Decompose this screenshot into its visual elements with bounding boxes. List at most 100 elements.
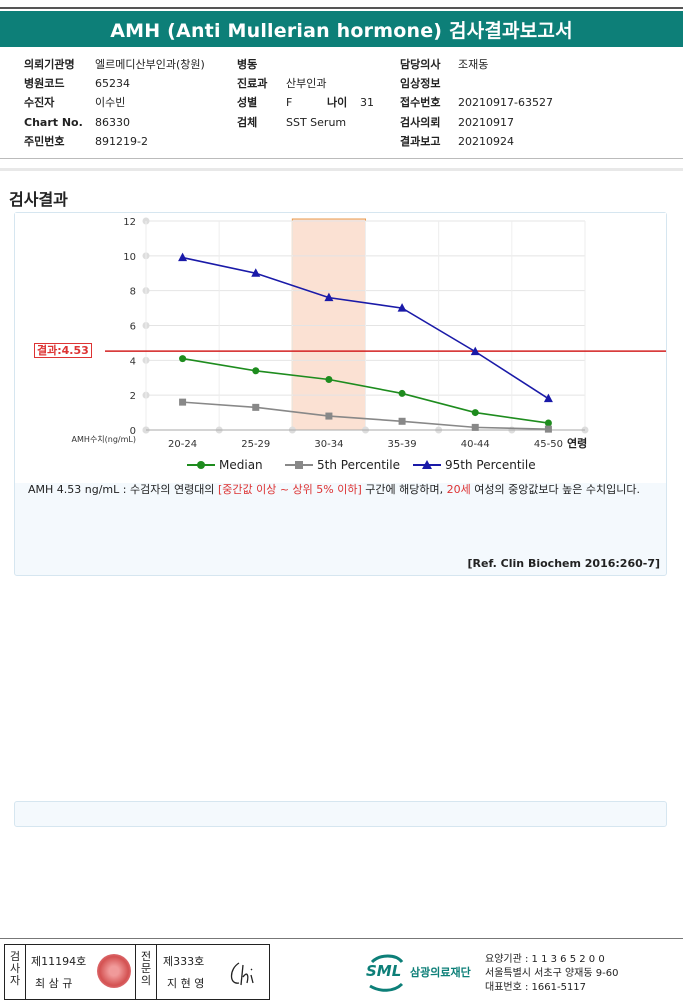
field-value: 20210924: [458, 135, 514, 148]
field-value: 891219-2: [95, 135, 148, 148]
data-point: [397, 303, 407, 312]
x-tick-label: 20-24: [168, 439, 197, 450]
field-value: 엘르메디산부인과(창원): [95, 58, 205, 71]
logo-swoosh-icon: [369, 954, 404, 992]
y-tick-label: 2: [130, 391, 136, 402]
x-tick-label: 30-34: [314, 439, 343, 450]
signature-box: 검사자 제11194호 최 삼 규 전문의 제333호 지 현 영: [4, 944, 270, 1000]
desc-highlight: 20세: [446, 483, 471, 496]
divider: [0, 168, 683, 171]
org-code: 요양기관 : 1 1 3 6 5 2 0 0: [485, 954, 605, 965]
data-point: [178, 252, 188, 262]
field-label: 접수번호: [400, 96, 441, 109]
legend-label: Median: [219, 458, 263, 472]
approver-signature: [230, 962, 254, 986]
field-label: 검사의뢰: [400, 116, 441, 129]
field-label: 의뢰기관명: [24, 58, 75, 71]
field-label: 검체: [237, 116, 258, 129]
data-point: [398, 389, 406, 397]
desc-text: AMH 4.53 ng/mL : 수검자의 연령대의: [28, 483, 218, 496]
field-label: 나이: [327, 96, 348, 109]
y-axis-label: AMH수치(ng/mL): [72, 435, 136, 444]
y-tick-label: 4: [130, 356, 136, 367]
legend-5th: 5th Percentile: [285, 458, 400, 472]
x-axis-label: 연령: [567, 436, 587, 450]
desc-text: 구간에 해당하며,: [361, 483, 447, 496]
highlight-band: [291, 218, 367, 431]
amh-chart: 0 2 4 6 8 10 12 20-24 25-29 30-34 35-39 40-44 45-50 연…: [72, 217, 666, 450]
x-tick-label: 40-44: [461, 439, 490, 450]
footer-divider: [0, 938, 683, 939]
field-label: 병원코드: [24, 77, 65, 90]
field-value: 86330: [95, 116, 130, 129]
examiner-label: 검사자: [9, 950, 21, 987]
field-label: 성별: [237, 96, 258, 109]
legend-95th: 95th Percentile: [413, 458, 536, 472]
data-point: [252, 367, 260, 375]
series-line: [182, 357, 549, 424]
field-value: 31: [360, 96, 374, 109]
field-label: 담당의사: [400, 58, 441, 71]
examiner-seal: [97, 954, 131, 988]
x-tick-label: 45-50: [534, 439, 563, 450]
chart-container: 0 2 4 6 8 10 12 20-24 25-29 30-34 35-39 40-44 45-50 연…: [15, 213, 666, 483]
y-tick-label: 0: [130, 426, 136, 437]
data-point: [471, 409, 479, 417]
field-value: 조재동: [458, 58, 489, 71]
field-label: 임상정보: [400, 77, 441, 90]
org-phone: 대표번호 : 1661-5117: [485, 982, 587, 993]
field-label: 수진자: [24, 96, 55, 109]
result-box: 0 2 4 6 8 10 12 20-24 25-29 30-34 35-39 40-44 45-50 연…: [14, 212, 667, 576]
field-value: 20210917: [458, 116, 514, 129]
legend-median: Median: [187, 458, 263, 472]
legend-label: 5th Percentile: [317, 458, 400, 472]
field-value: 이수빈: [95, 96, 126, 109]
data-point: [398, 417, 406, 425]
x-tick-label: 25-29: [241, 439, 270, 450]
x-tick-label: 35-39: [388, 439, 417, 450]
field-value: F: [286, 96, 293, 109]
y-tick-label: 6: [130, 322, 136, 333]
report-title: AMH (Anti Mullerian hormone) 검사결과보고서: [0, 11, 683, 47]
sml-logo: SML: [366, 952, 406, 992]
org-address: 서울특별시 서초구 양재동 9-60: [485, 968, 619, 979]
y-tick-label: 8: [130, 287, 136, 298]
data-point: [324, 292, 334, 302]
desc-text: 여성의 중앙값보다 높은 수치입니다.: [470, 483, 641, 496]
examiner-name: 최 삼 규: [35, 977, 73, 990]
data-point: [251, 268, 261, 277]
section-title: 검사결과: [9, 190, 68, 209]
approver-label: 전문의: [140, 950, 152, 987]
divider: [0, 158, 683, 159]
data-point: [471, 423, 479, 431]
logo-text: SML: [366, 962, 402, 980]
data-point: [325, 375, 333, 383]
data-point: [179, 355, 187, 363]
legend-label: 95th Percentile: [445, 458, 536, 472]
org-name: 삼광의료재단: [410, 966, 471, 979]
field-label: Chart No.: [24, 116, 83, 129]
desc-highlight: [중간값 이상 ~ 상위 5% 이하]: [217, 483, 362, 496]
data-point: [544, 425, 552, 433]
field-label: 진료과: [237, 77, 268, 90]
data-point: [543, 393, 553, 403]
data-point: [252, 403, 260, 411]
field-value: SST Serum: [286, 116, 347, 129]
data-point: [325, 412, 333, 420]
approver-name: 지 현 영: [167, 977, 205, 990]
field-label: 병동: [237, 58, 258, 71]
reference: [Ref. Clin Biochem 2016:260-7]: [467, 557, 660, 570]
data-point: [470, 346, 480, 356]
examiner-no: 제11194호: [31, 955, 87, 968]
top-rule: [0, 7, 683, 9]
field-value: 20210917-63527: [458, 96, 553, 109]
data-point: [179, 398, 187, 406]
data-point: [544, 419, 552, 427]
field-value: 산부인과: [286, 77, 327, 90]
empty-comment-box: [14, 801, 667, 827]
field-label: 주민번호: [24, 135, 65, 148]
series-line: [182, 256, 549, 400]
series-line: [182, 401, 549, 430]
result-label: 결과:4.53: [34, 343, 92, 359]
approver-no: 제333호: [163, 955, 205, 968]
